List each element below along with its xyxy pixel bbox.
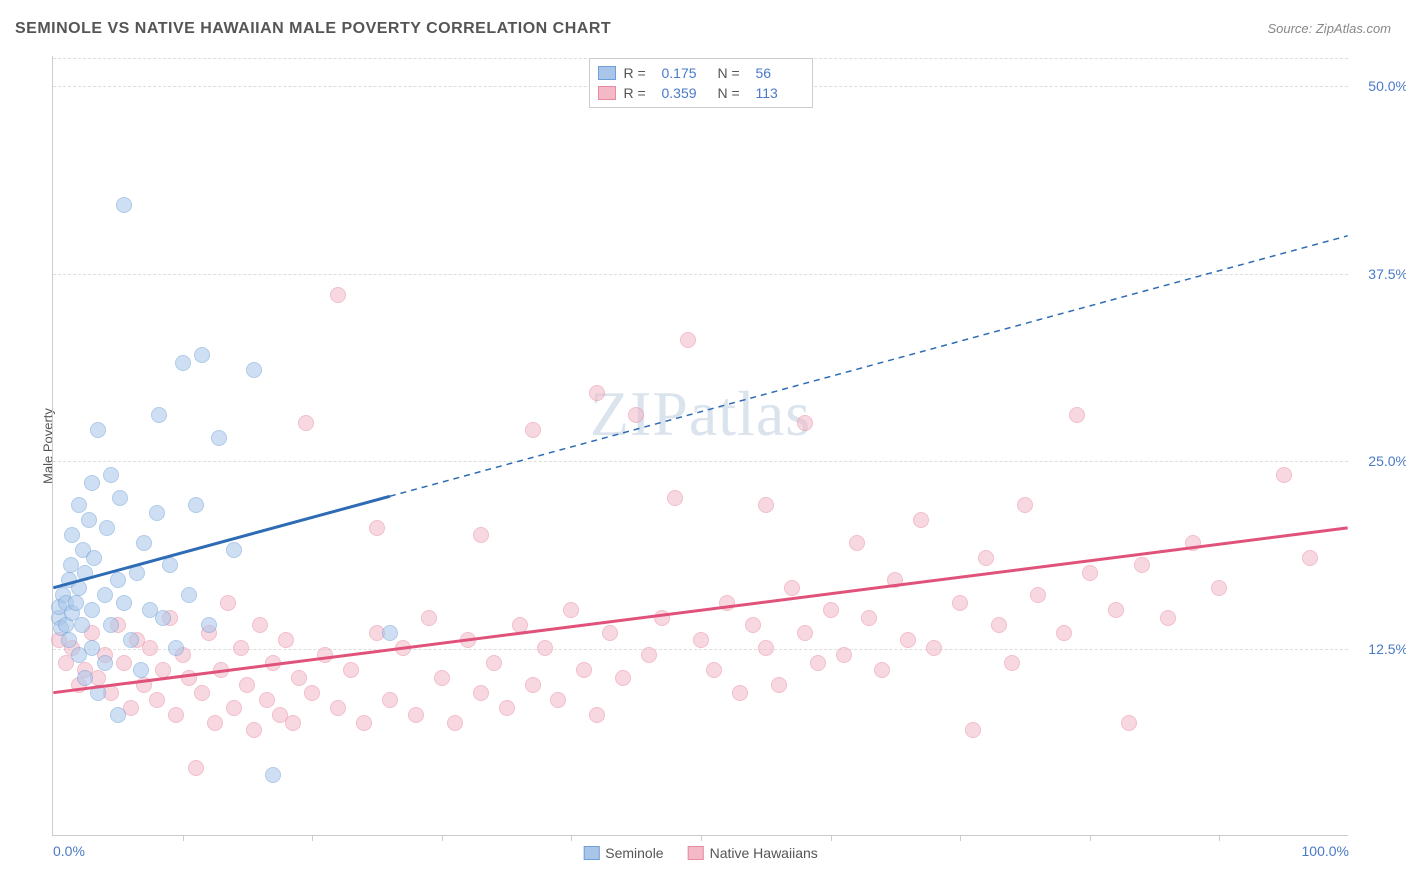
x-tick — [312, 835, 313, 841]
x-tick — [701, 835, 702, 841]
legend-swatch — [598, 66, 616, 80]
x-tick — [831, 835, 832, 841]
chart-title: SEMINOLE VS NATIVE HAWAIIAN MALE POVERTY… — [15, 20, 611, 38]
y-tick-label: 12.5% — [1353, 641, 1406, 657]
x-tick — [442, 835, 443, 841]
chart-source: Source: ZipAtlas.com — [1267, 21, 1391, 36]
x-tick-label: 0.0% — [53, 843, 85, 859]
legend-n-label: N = — [718, 65, 748, 81]
chart-plot-area: ZIPatlas 12.5%25.0%37.5%50.0%0.0%100.0%R… — [52, 56, 1348, 836]
y-tick-label: 37.5% — [1353, 266, 1406, 282]
legend-swatch — [598, 86, 616, 100]
legend-n-value: 56 — [756, 65, 804, 81]
x-tick — [1090, 835, 1091, 841]
legend-series: Seminole Native Hawaiians — [583, 845, 818, 861]
legend-row: R = 0.175 N = 56 — [598, 63, 804, 83]
legend-label: Native Hawaiians — [710, 845, 818, 861]
chart-header: SEMINOLE VS NATIVE HAWAIIAN MALE POVERTY… — [15, 20, 1391, 38]
legend-swatch — [688, 846, 704, 860]
legend-r-label: R = — [624, 65, 654, 81]
legend-correlation: R = 0.175 N = 56 R = 0.359 N = 113 — [589, 58, 813, 108]
x-tick — [571, 835, 572, 841]
legend-item: Seminole — [583, 845, 663, 861]
y-tick-label: 25.0% — [1353, 453, 1406, 469]
trend-lines — [53, 56, 1348, 835]
legend-label: Seminole — [605, 845, 663, 861]
legend-n-label: N = — [718, 85, 748, 101]
x-tick — [960, 835, 961, 841]
y-tick-label: 50.0% — [1353, 78, 1406, 94]
x-tick-label: 100.0% — [1302, 843, 1349, 859]
legend-n-value: 113 — [756, 85, 804, 101]
legend-r-value: 0.359 — [662, 85, 710, 101]
legend-r-label: R = — [624, 85, 654, 101]
x-tick — [183, 835, 184, 841]
legend-row: R = 0.359 N = 113 — [598, 83, 804, 103]
legend-swatch — [583, 846, 599, 860]
legend-item: Native Hawaiians — [688, 845, 818, 861]
x-tick — [1219, 835, 1220, 841]
legend-r-value: 0.175 — [662, 65, 710, 81]
